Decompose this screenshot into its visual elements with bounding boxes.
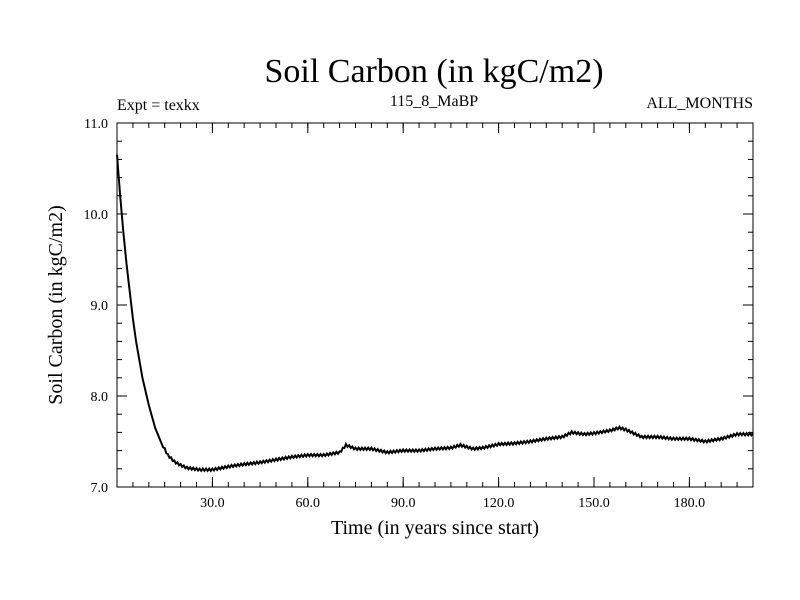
y-axis-label: Soil Carbon (in kgC/m2) <box>45 205 67 404</box>
y-tick-label: 8.0 <box>91 390 109 405</box>
soil-carbon-line <box>116 154 754 473</box>
y-tick-label: 10.0 <box>84 208 109 223</box>
x-axis-label: Time (in years since start) <box>331 517 539 539</box>
x-tick-labels: 30.0 60.0 90.0 120.0 150.0 180.0 <box>200 496 705 511</box>
minor-ticks <box>117 123 753 487</box>
x-tick-label: 120.0 <box>483 496 515 511</box>
y-tick-label: 7.0 <box>91 481 109 496</box>
y-tick-label: 9.0 <box>91 299 109 314</box>
major-ticks <box>117 122 753 488</box>
x-tick-label: 60.0 <box>296 496 321 511</box>
subtitle-experiment: Expt = texkx <box>117 97 200 114</box>
plot-frame <box>116 122 754 488</box>
subtitle-months: ALL_MONTHS <box>646 95 753 112</box>
chart-title: Soil Carbon (in kgC/m2) <box>264 53 603 90</box>
y-tick-labels: 7.0 8.0 9.0 10.0 11.0 <box>84 117 109 496</box>
subtitle-period: 115_8_MaBP <box>390 93 478 110</box>
x-tick-label: 90.0 <box>391 496 416 511</box>
x-tick-label: 180.0 <box>674 496 706 511</box>
x-tick-label: 30.0 <box>200 496 225 511</box>
x-tick-label: 150.0 <box>578 496 610 511</box>
y-tick-label: 11.0 <box>84 117 108 132</box>
